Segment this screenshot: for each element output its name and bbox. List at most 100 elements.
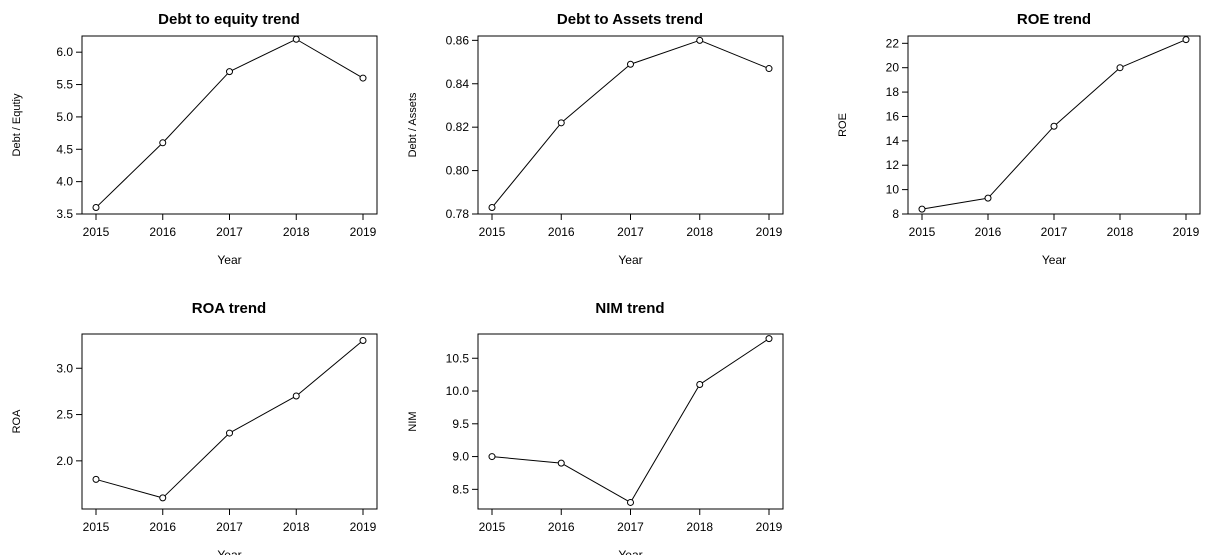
series-segment: [493, 124, 560, 206]
series-segment: [633, 40, 698, 64]
data-point: [359, 74, 367, 82]
plot-frame: [81, 333, 378, 510]
series-segment: [1122, 40, 1184, 67]
y-tick-label: 8.5: [452, 482, 469, 496]
x-tick-label: 2015: [479, 225, 506, 239]
y-tick-label: 4.0: [56, 175, 73, 189]
series-segment: [563, 464, 629, 502]
x-tick-label: 2016: [149, 520, 176, 534]
x-tick-label: 2018: [686, 225, 713, 239]
data-point: [627, 498, 634, 506]
x-tick-label: 2017: [216, 520, 243, 534]
series-segment: [702, 41, 767, 68]
x-tick-label: 2017: [216, 225, 243, 239]
y-tick-label: 22: [886, 36, 900, 50]
data-point: [359, 336, 367, 344]
chart-title: Debt to Assets trend: [557, 11, 703, 28]
data-point: [488, 453, 496, 461]
x-tick-label: 2019: [756, 520, 783, 534]
series-segment: [298, 40, 361, 77]
x-tick-label: 2015: [83, 520, 110, 534]
plot-frame: [477, 333, 784, 510]
y-tick-label: 0.78: [446, 207, 470, 221]
y-tick-label: 0.86: [446, 33, 470, 47]
y-tick-label: 5.0: [56, 110, 73, 124]
x-tick-label: 2016: [548, 520, 575, 534]
x-tick-label: 2018: [686, 520, 713, 534]
y-tick-label: 0.80: [446, 164, 470, 178]
data-point: [92, 475, 100, 483]
x-tick-label: 2017: [617, 520, 644, 534]
series-segment: [494, 456, 559, 464]
x-tick-label: 2016: [149, 225, 176, 239]
data-point: [292, 35, 300, 43]
data-point: [1182, 36, 1190, 44]
data-point: [557, 459, 565, 467]
x-tick-label: 2018: [283, 225, 310, 239]
y-axis-label: NIM: [407, 411, 419, 431]
data-point: [92, 204, 100, 212]
data-point: [627, 60, 634, 68]
series-segment: [164, 434, 228, 497]
x-axis-label: Year: [618, 548, 642, 555]
series-segment: [701, 339, 767, 384]
chart-title: ROE trend: [1017, 11, 1091, 28]
x-tick-label: 2017: [617, 225, 644, 239]
y-tick-label: 18: [886, 85, 900, 99]
x-tick-label: 2019: [350, 225, 377, 239]
chart-title: Debt to equity trend: [158, 11, 300, 28]
x-axis-label: Year: [217, 253, 241, 267]
series-segment: [231, 397, 294, 433]
y-tick-label: 0.84: [446, 77, 470, 91]
plot-frame: [81, 35, 378, 215]
x-axis-label: Year: [618, 253, 642, 267]
y-axis-label: ROE: [837, 113, 849, 137]
y-tick-label: 20: [886, 61, 900, 75]
chart-panel-0: Debt to equity trend 2015 2016 2017 2018 2019…: [11, 11, 378, 267]
data-point: [1116, 64, 1124, 72]
x-tick-label: 2016: [975, 225, 1002, 239]
data-point: [557, 119, 565, 127]
series-segment: [298, 342, 362, 395]
series-segment: [989, 128, 1053, 197]
series-segment: [563, 65, 629, 122]
series-segment: [924, 198, 986, 210]
y-axis-label: Debt / Assets: [407, 92, 419, 157]
y-tick-label: 16: [886, 109, 900, 123]
x-tick-label: 2018: [1107, 225, 1134, 239]
y-tick-label: 5.5: [56, 78, 73, 92]
data-point: [984, 194, 992, 202]
y-tick-label: 4.5: [56, 142, 73, 156]
x-tick-label: 2015: [83, 225, 110, 239]
chart-panel-1: Debt to Assets trend 2015 2016 2017 2018 2019…: [407, 11, 784, 267]
series-segment: [97, 144, 161, 206]
y-tick-label: 10.5: [446, 351, 470, 365]
x-tick-label: 2019: [756, 225, 783, 239]
y-tick-label: 12: [886, 158, 900, 172]
x-tick-label: 2019: [350, 520, 377, 534]
data-point: [765, 335, 773, 343]
y-tick-label: 3.0: [56, 361, 73, 375]
data-point: [696, 36, 704, 44]
y-tick-label: 9.5: [452, 417, 469, 431]
data-point: [1050, 122, 1058, 130]
data-point: [159, 139, 167, 147]
y-axis-label: ROA: [11, 409, 23, 434]
x-axis-label: Year: [1042, 253, 1066, 267]
data-point: [226, 429, 233, 437]
y-tick-label: 9.0: [452, 450, 469, 464]
x-tick-label: 2019: [1173, 225, 1200, 239]
x-tick-label: 2015: [479, 520, 506, 534]
data-point: [765, 65, 773, 73]
series-segment: [631, 386, 699, 501]
y-tick-label: 3.5: [56, 207, 73, 221]
chart-panel-4: NIM trend 2015 2016 2017 2018 2019 Year 8.5 9.0 9…: [407, 300, 784, 555]
y-axis-label: Debt / Equtiy: [11, 93, 23, 156]
x-tick-label: 2017: [1041, 225, 1068, 239]
y-tick-label: 14: [886, 134, 900, 148]
x-tick-label: 2015: [909, 225, 936, 239]
data-point: [226, 68, 233, 76]
series-segment: [98, 479, 160, 498]
series-segment: [231, 40, 294, 71]
